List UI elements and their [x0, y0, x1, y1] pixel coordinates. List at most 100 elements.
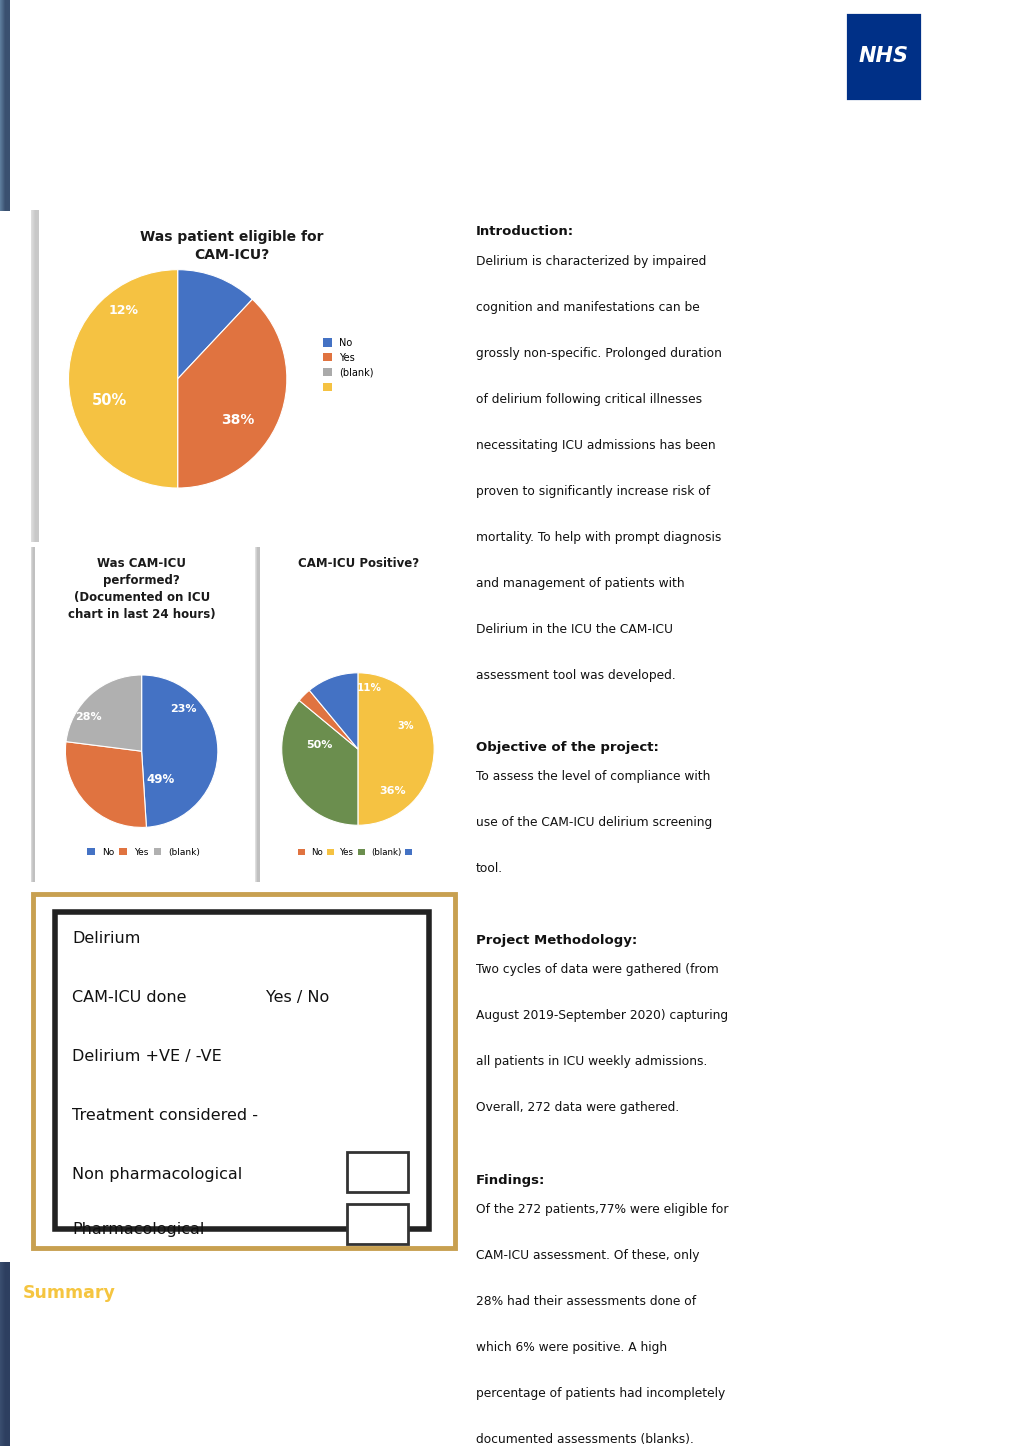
Text: Introduction:: Introduction: [476, 226, 574, 239]
Bar [32, 547, 34, 882]
Bar [1, 0, 6, 211]
Text: assessment tool was developed.: assessment tool was developed. [476, 668, 676, 681]
Bar [4, 1262, 9, 1446]
Bar [31, 210, 35, 542]
Bar [32, 547, 34, 882]
Bar [4, 1262, 9, 1446]
Text: CAM-ICU done: CAM-ICU done [72, 989, 186, 1005]
Bar [32, 547, 35, 882]
Bar [3, 0, 8, 211]
Bar [33, 210, 37, 542]
Bar [2, 0, 7, 211]
Bar [2, 0, 7, 211]
Bar [35, 210, 39, 542]
Bar [1, 1262, 6, 1446]
Bar [2, 0, 7, 211]
Bar [258, 547, 260, 882]
Bar [32, 547, 34, 882]
Bar [1, 1262, 6, 1446]
Bar [3, 0, 8, 211]
Bar [1, 1262, 6, 1446]
Bar [4, 0, 9, 211]
Bar [256, 547, 259, 882]
Bar [0, 0, 5, 211]
Bar [34, 210, 39, 542]
Bar [3, 1262, 8, 1446]
Bar [3, 1262, 8, 1446]
Bar [255, 547, 258, 882]
Bar [5, 1262, 10, 1446]
Bar [1, 0, 6, 211]
Bar [1, 0, 6, 211]
Bar [3, 0, 8, 211]
Bar [255, 547, 258, 882]
Bar [31, 547, 34, 882]
Bar [5, 1262, 10, 1446]
Bar [3, 1262, 8, 1446]
Bar [0, 0, 5, 211]
Text: Overall, 272 data were gathered.: Overall, 272 data were gathered. [476, 1102, 679, 1115]
Bar [3, 0, 8, 211]
Bar [5, 0, 10, 211]
Bar [2, 0, 7, 211]
Bar [258, 547, 260, 882]
Bar [32, 547, 34, 882]
Bar [3, 0, 8, 211]
Bar [4, 1262, 9, 1446]
Bar [2, 1262, 7, 1446]
Bar [32, 547, 34, 882]
Bar [2, 0, 7, 211]
Bar [0, 1262, 5, 1446]
Bar [32, 210, 36, 542]
Bar [4, 0, 9, 211]
Bar [1, 0, 6, 211]
Bar [34, 210, 38, 542]
Bar [5, 0, 10, 211]
Bar [33, 210, 37, 542]
Text: Objective of the project:: Objective of the project: [476, 740, 659, 753]
Bar [0, 0, 5, 211]
Bar [2, 1262, 7, 1446]
Wedge shape [357, 672, 435, 826]
Bar [34, 210, 38, 542]
Bar [2, 1262, 7, 1446]
Bar [1, 0, 6, 211]
Bar [32, 547, 34, 882]
Bar [4, 0, 9, 211]
Bar [0, 1262, 5, 1446]
Bar [0, 0, 5, 211]
Text: Treatment considered -: Treatment considered - [72, 1108, 258, 1122]
Bar [2, 1262, 7, 1446]
Bar [2, 1262, 7, 1446]
Bar [2, 1262, 7, 1446]
Bar [32, 547, 34, 882]
Bar [4, 1262, 9, 1446]
Bar [2, 0, 7, 211]
Bar [258, 547, 260, 882]
Bar [1, 0, 6, 211]
Bar [32, 547, 34, 882]
Bar [256, 547, 259, 882]
Text: 23%: 23% [170, 704, 197, 714]
Bar [0, 1262, 5, 1446]
Bar [33, 210, 37, 542]
Bar [2, 1262, 7, 1446]
Bar [0, 0, 5, 211]
Wedge shape [177, 269, 252, 379]
Bar [5, 1262, 10, 1446]
Bar [3, 0, 8, 211]
Bar [32, 210, 36, 542]
Bar [1, 0, 6, 211]
Bar [2, 1262, 7, 1446]
Text: grossly non-specific. Prolonged duration: grossly non-specific. Prolonged duration [476, 347, 722, 360]
Bar [33, 547, 35, 882]
Bar [2, 1262, 7, 1446]
Text: cognition and manifestations can be: cognition and manifestations can be [476, 301, 699, 314]
Bar [5, 1262, 10, 1446]
Bar [31, 547, 34, 882]
Bar [32, 547, 34, 882]
Bar [33, 210, 37, 542]
Bar [0, 1262, 5, 1446]
Bar [32, 210, 36, 542]
Bar [3, 1262, 8, 1446]
